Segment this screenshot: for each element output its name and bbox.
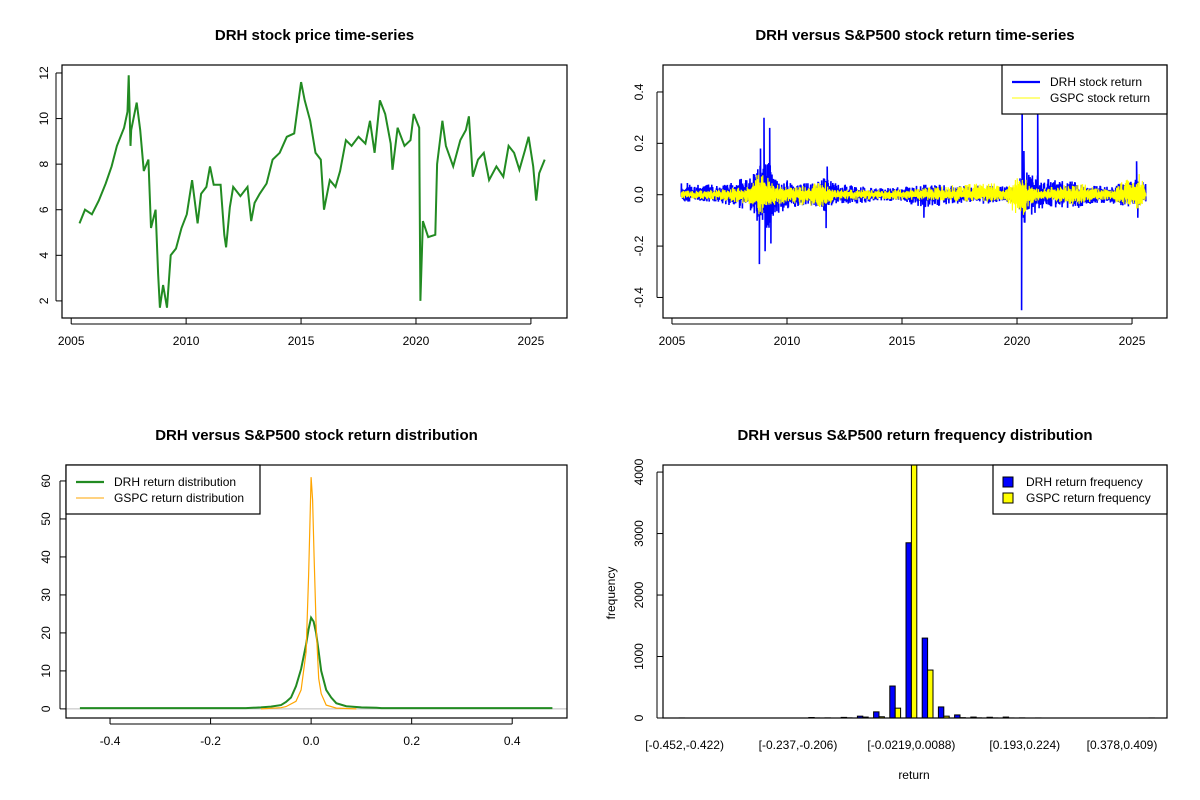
legend-label: GSPC stock return: [1050, 91, 1150, 105]
price-line: [78, 75, 546, 308]
chart-title: DRH versus S&P500 return frequency distr…: [737, 427, 1092, 444]
drh-frequency-bar: [889, 685, 896, 718]
legend-box: [992, 464, 1168, 515]
x-tick-label: 2015: [889, 334, 916, 348]
x-tick-label: 2010: [173, 334, 200, 348]
chart-panel-1: DRH stock price time-series 2 4 6 8 10 12 2005 2…: [37, 27, 568, 348]
y-tick-label: 4000: [632, 458, 646, 485]
y-tick-label: -0.2: [632, 235, 646, 256]
legend: DRH return frequency GSPC return frequenc…: [992, 464, 1168, 515]
x-category-label: [-0.0219,0.0088): [867, 738, 955, 752]
plot-area: [78, 75, 546, 308]
chart-title: DRH stock price time-series: [215, 27, 414, 44]
legend-swatch: [1002, 492, 1014, 504]
x-tick-label: -0.4: [100, 734, 121, 748]
y-tick-label: 6: [37, 206, 51, 213]
x-tick-label: 2015: [288, 334, 315, 348]
x-tick-label: 2005: [659, 334, 686, 348]
y-tick-label: 0: [632, 714, 646, 721]
plot-area: [680, 73, 1147, 311]
legend-label: GSPC return frequency: [1026, 491, 1151, 505]
chart-panel-3: DRH versus S&P500 stock return distribut…: [39, 427, 568, 748]
plot-box: [65, 464, 568, 719]
y-tick-label: 10: [37, 112, 51, 126]
chart-title: DRH versus S&P500 stock return time-seri…: [755, 27, 1074, 44]
x-tick-label: 2005: [58, 334, 85, 348]
x-tick-label: 2020: [403, 334, 430, 348]
y-axis-label: frequency: [604, 567, 618, 620]
x-category-label: [0.193,0.224): [989, 738, 1060, 752]
y-tick-label: 60: [39, 474, 53, 488]
plot-area: [66, 477, 567, 710]
x-tick-label: 2020: [1004, 334, 1031, 348]
y-tick-label: 50: [39, 512, 53, 526]
gspc-frequency-bar: [894, 707, 902, 718]
y-tick-label: 4: [37, 252, 51, 259]
legend-label: DRH return frequency: [1026, 475, 1143, 489]
x-category-label: [0.378,0.409): [1087, 738, 1158, 752]
drh-frequency-bar: [905, 542, 912, 718]
y-tick-label: -0.4: [632, 287, 646, 308]
chart-panel-2: DRH versus S&P500 stock return time-seri…: [632, 27, 1168, 348]
drh-frequency-bar: [873, 711, 880, 718]
x-tick-label: 2025: [1119, 334, 1146, 348]
drh-frequency-bar: [921, 637, 929, 718]
legend: DRH stock return GSPC stock return: [1001, 64, 1168, 115]
x-tick-label: 0.2: [403, 734, 420, 748]
y-tick-label: 0: [39, 705, 53, 712]
gspc-frequency-bar: [910, 465, 918, 718]
drh-frequency-bar: [937, 706, 945, 718]
y-tick-label: 3000: [632, 520, 646, 547]
legend-box: [65, 464, 261, 515]
legend-swatch: [1002, 476, 1014, 488]
legend-box: [1001, 64, 1168, 115]
gspc-density-line: [260, 477, 357, 710]
drh-frequency-bar: [954, 714, 961, 718]
gspc-return-line: [680, 174, 1147, 215]
x-tick-label: 0.4: [504, 734, 521, 748]
x-tick-label: 2025: [518, 334, 545, 348]
x-tick-label: -0.2: [200, 734, 221, 748]
y-tick-label: 40: [39, 550, 53, 564]
y-tick-label: 1000: [632, 643, 646, 670]
x-category-label: [-0.452,-0.422): [645, 738, 724, 752]
y-tick-label: 0.4: [632, 83, 646, 100]
legend-label: GSPC return distribution: [114, 491, 244, 505]
plot-box: [662, 464, 1168, 719]
y-tick-label: 0.2: [632, 135, 646, 152]
drh-density-line: [79, 615, 553, 710]
plot-box: [662, 64, 1168, 319]
gspc-frequency-bar: [927, 669, 934, 718]
plot-area: [678, 465, 1161, 718]
chart-title: DRH versus S&P500 stock return distribut…: [155, 427, 478, 444]
y-tick-label: 10: [39, 664, 53, 678]
x-category-label: [-0.237,-0.206): [759, 738, 838, 752]
y-tick-label: 0.0: [632, 186, 646, 203]
y-tick-label: 12: [37, 66, 51, 80]
chart-panel-4: DRH versus S&P500 return frequency distr…: [604, 427, 1168, 782]
y-tick-label: 2000: [632, 581, 646, 608]
plot-box: [61, 64, 568, 319]
y-tick-label: 30: [39, 588, 53, 602]
legend-label: DRH stock return: [1050, 75, 1142, 89]
y-tick-label: 2: [37, 297, 51, 304]
x-tick-label: 2010: [774, 334, 801, 348]
legend: DRH return distribution GSPC return distr…: [65, 464, 261, 515]
legend-label: DRH return distribution: [114, 475, 236, 489]
y-tick-label: 8: [37, 160, 51, 167]
x-axis-label: return: [898, 768, 929, 782]
y-tick-label: 20: [39, 626, 53, 640]
x-tick-label: 0.0: [303, 734, 320, 748]
